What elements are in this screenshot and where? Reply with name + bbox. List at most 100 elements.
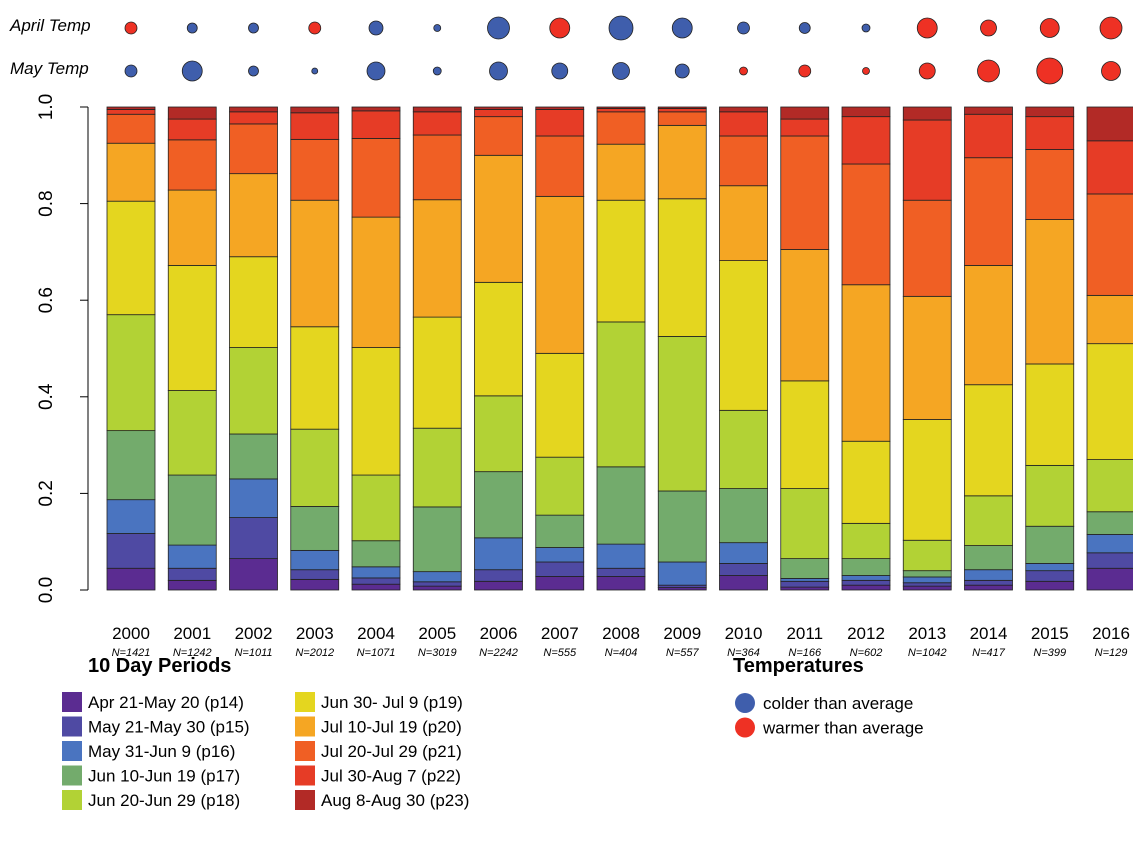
n-label: N=2012 [295,647,334,659]
temp-dot [432,66,442,76]
temp-dot [861,23,871,33]
bar-segment [106,142,156,202]
y-tick-label: 0.8 [36,190,57,216]
bar-segment [657,106,707,109]
bar-segment [719,111,768,137]
bar-segment [1086,343,1133,460]
bar-segment [290,578,340,591]
temp-dot [1099,16,1123,40]
bar-segment [596,576,646,591]
bar-segment [229,256,278,348]
bar-segment [902,582,952,587]
legend-label: Aug 8-Aug 30 (p23) [321,791,469,810]
temp-dot [916,17,938,39]
bar-segment [290,549,340,571]
bar-segment [474,116,523,156]
bar-segment [1086,534,1133,554]
legend-label: Jun 20-Jun 29 (p18) [88,791,240,810]
bar-segment [412,585,462,591]
bar-segment [1086,193,1133,296]
bar-segment [351,110,401,139]
bar-segment [535,576,585,591]
bar-segment [964,106,1013,115]
legend-swatch [62,765,82,786]
temp-dot [487,16,510,40]
bar-segment [290,506,340,551]
x-tick-label: 2009 [663,624,701,643]
bar-segment [1025,563,1075,572]
legend-swatch [62,741,82,761]
bar-segment [596,143,646,201]
bar-segment [1086,140,1133,195]
n-label: N=166 [788,647,822,659]
n-label: N=602 [850,647,883,659]
bar-segment [106,314,156,432]
bar-segment [902,539,952,572]
bar-segment [290,199,340,328]
bar-segment [1025,570,1075,582]
x-tick-label: 2016 [1092,624,1130,643]
temp-dot [612,62,630,80]
temp-dot [737,21,750,35]
temp-dot [308,21,322,35]
x-tick-label: 2010 [725,624,763,643]
temp-dot [862,67,870,75]
n-label: N=364 [727,647,760,659]
row-label: April Temp [9,16,91,35]
bar-segment [596,199,646,323]
bar-segment [106,430,156,501]
bar-segment [1086,106,1133,142]
bar-segment [474,569,523,582]
bar-segment [902,576,952,584]
bar-segment [167,474,217,546]
bar-segment [780,249,830,382]
bar-segment [535,547,585,563]
legend-swatch [295,716,315,737]
bar-segment [780,135,830,250]
x-tick-label: 2005 [418,624,456,643]
bar-segment [412,316,462,429]
bar-segment [964,584,1013,591]
bar-segment [229,111,278,125]
bar-segment [657,561,707,586]
legend-swatch [295,692,315,712]
bar-segment [780,558,830,579]
bar-segment [412,199,462,318]
bar-segment [106,109,156,115]
bar-segment [964,113,1013,159]
bar-segment [841,284,891,442]
temp-legend-title: Temperatures [733,655,864,677]
bar-segment [657,111,707,126]
legend-label: Jul 20-Jul 29 (p21) [321,742,462,761]
bar-segment [351,216,401,348]
legend-swatch [295,741,315,761]
legend-label: Jul 30-Aug 7 (p22) [321,767,461,786]
bar-segment [964,545,1013,571]
n-label: N=2242 [479,647,518,659]
n-label: N=1071 [357,647,396,659]
temp-dot [186,22,198,34]
temp-legend-dot [735,693,755,713]
n-label: N=1421 [112,647,151,659]
temp-dot [248,65,259,77]
bar-segment [1025,464,1075,527]
bar-segment [1086,511,1133,535]
temp-legend-dot [735,717,755,738]
bar-segment [106,113,156,144]
bar-segment [657,490,707,563]
x-tick-label: 2008 [602,624,640,643]
x-tick-label: 2003 [296,624,334,643]
bar-segment [780,118,830,137]
bar-segment [412,427,462,508]
bar-segment [535,352,585,458]
bar-segment [1086,567,1133,591]
temp-legend-label: colder than average [763,694,913,713]
bar-segment [412,581,462,587]
temp-dot [739,66,748,76]
bar-segment [596,108,646,113]
temp-dot [549,17,571,39]
bar-segment [351,577,401,585]
n-label: N=1011 [234,647,272,659]
bar-segment [719,542,768,564]
